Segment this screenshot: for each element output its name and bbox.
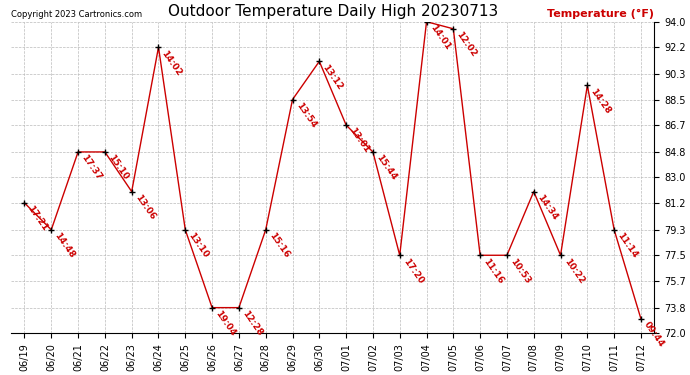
- Text: Temperature (°F): Temperature (°F): [547, 9, 654, 19]
- Text: 11:14: 11:14: [615, 231, 640, 260]
- Text: 13:10: 13:10: [187, 231, 210, 260]
- Title: Outdoor Temperature Daily High 20230713: Outdoor Temperature Daily High 20230713: [168, 4, 498, 19]
- Text: 15:10: 15:10: [106, 153, 130, 182]
- Text: 09:44: 09:44: [642, 320, 667, 349]
- Text: 13:54: 13:54: [294, 101, 318, 130]
- Text: 12:28: 12:28: [240, 309, 264, 338]
- Text: 14:34: 14:34: [535, 193, 559, 222]
- Text: Copyright 2023 Cartronics.com: Copyright 2023 Cartronics.com: [11, 10, 142, 19]
- Text: 14:28: 14:28: [589, 87, 613, 116]
- Text: 17:37: 17:37: [79, 153, 104, 182]
- Text: 13:01: 13:01: [348, 126, 371, 155]
- Text: 17:20: 17:20: [401, 256, 425, 285]
- Text: 19:04: 19:04: [213, 309, 237, 338]
- Text: 13:06: 13:06: [133, 193, 157, 222]
- Text: 15:44: 15:44: [374, 153, 398, 182]
- Text: 11:16: 11:16: [482, 256, 505, 285]
- Text: 10:22: 10:22: [562, 256, 586, 285]
- Text: 12:02: 12:02: [455, 30, 478, 59]
- Text: 14:01: 14:01: [428, 23, 452, 52]
- Text: 10:53: 10:53: [509, 256, 532, 285]
- Text: 14:02: 14:02: [160, 49, 184, 77]
- Text: 17:21: 17:21: [26, 204, 50, 233]
- Text: 15:16: 15:16: [267, 231, 291, 260]
- Text: 13:12: 13:12: [321, 63, 344, 92]
- Text: 14:48: 14:48: [52, 231, 77, 260]
